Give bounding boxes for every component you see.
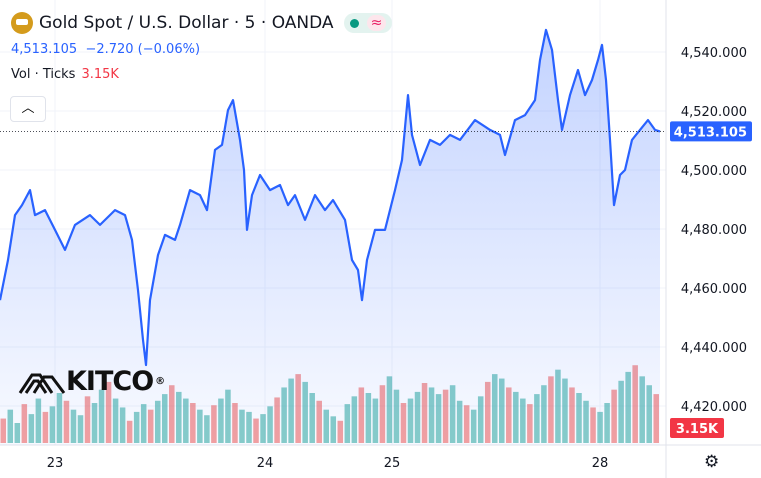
quote-line: 4,513.105 −2.720 (−0.06%) — [11, 42, 200, 57]
y-tick-label: 4,480.000 — [681, 223, 747, 238]
y-tick-label: 4,540.000 — [681, 46, 747, 61]
y-tick-label: 4,460.000 — [681, 282, 747, 297]
price-area-fill — [0, 29, 660, 446]
x-tick-label: 25 — [384, 456, 401, 471]
last-volume-badge — [670, 418, 724, 438]
symbol-title: Gold Spot / U.S. Dollar · 5 · OANDA — [39, 13, 334, 33]
market-open-icon — [349, 18, 359, 28]
y-tick-label: 4,420.000 — [681, 400, 747, 415]
delayed-data-icon: ≈ — [366, 15, 387, 31]
logo-text: KITCO — [66, 366, 154, 397]
last-price-badge — [670, 121, 752, 142]
x-tick-label: 24 — [257, 456, 274, 471]
volume-legend: Vol · Ticks 3.15K — [11, 67, 119, 82]
price-line — [0, 28, 661, 367]
y-tick-label: 4,440.000 — [681, 341, 747, 356]
kitco-logo-icon — [18, 373, 66, 394]
settings-gear-icon[interactable]: ⚙ — [704, 452, 720, 472]
chevron-up-icon: ︿ — [21, 101, 35, 116]
y-tick-label: 4,500.000 — [681, 164, 747, 179]
symbol-header[interactable]: Gold Spot / U.S. Dollar · 5 · OANDA ≈ — [11, 12, 393, 34]
x-tick-label: 23 — [47, 456, 64, 471]
last-price: 4,513.105 — [11, 42, 78, 57]
last-volume-label: 3.15K — [676, 422, 719, 437]
collapse-legend-button[interactable]: ︿ — [10, 96, 46, 122]
kitco-logo: KITCO ® — [18, 366, 165, 397]
x-tick-label: 28 — [592, 456, 609, 471]
volume-value: 3.15K — [81, 67, 119, 82]
last-price-label: 4,513.105 — [674, 125, 747, 140]
gold-icon — [11, 12, 33, 34]
logo-registered: ® — [155, 376, 165, 387]
volume-label: Vol · Ticks — [11, 67, 76, 82]
price-change: −2.720 (−0.06%) — [85, 42, 201, 57]
market-status-pill[interactable]: ≈ — [343, 13, 393, 33]
y-tick-label: 4,520.000 — [681, 105, 747, 120]
